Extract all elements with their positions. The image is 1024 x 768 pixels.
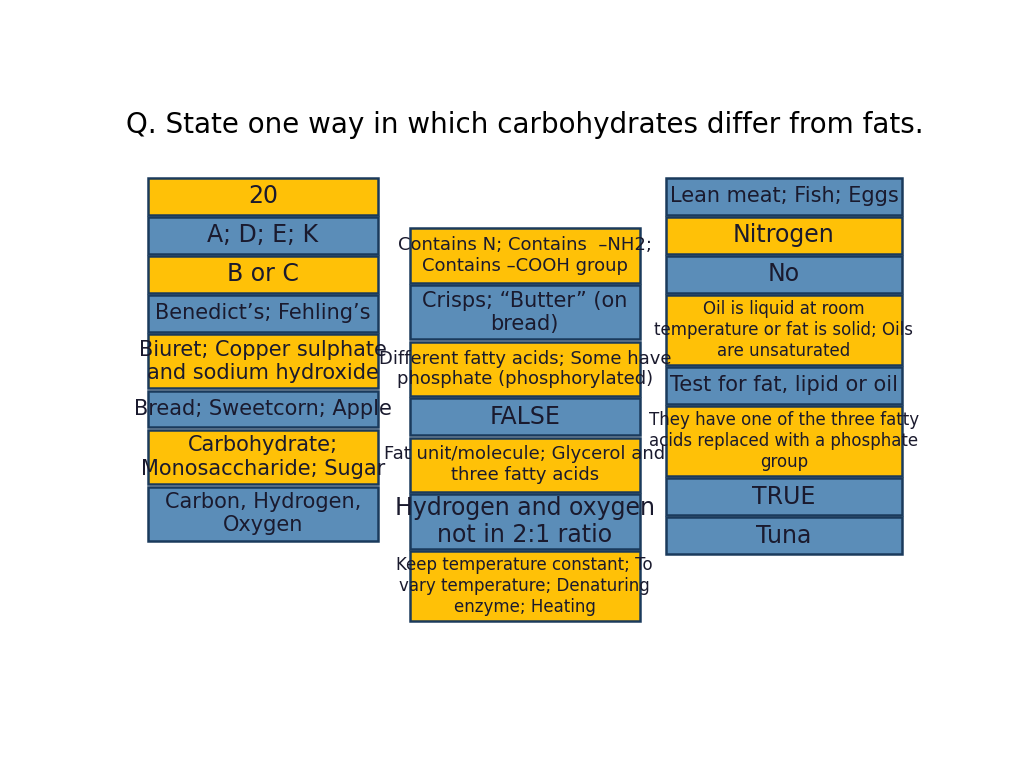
- Text: Tuna: Tuna: [756, 524, 812, 548]
- FancyBboxPatch shape: [666, 518, 902, 554]
- Text: Oil is liquid at room
temperature or fat is solid; Oils
are unsaturated: Oil is liquid at room temperature or fat…: [654, 300, 913, 359]
- FancyBboxPatch shape: [666, 217, 902, 253]
- Text: Q. State one way in which carbohydrates differ from fats.: Q. State one way in which carbohydrates …: [126, 111, 924, 139]
- Text: No: No: [768, 263, 800, 286]
- Text: Carbon, Hydrogen,
Oxygen: Carbon, Hydrogen, Oxygen: [165, 492, 361, 535]
- Text: Hydrogen and oxygen
not in 2:1 ratio: Hydrogen and oxygen not in 2:1 ratio: [395, 495, 654, 548]
- Text: Benedict’s; Fehling’s: Benedict’s; Fehling’s: [156, 303, 371, 323]
- FancyBboxPatch shape: [666, 256, 902, 293]
- Text: Keep temperature constant; To
vary temperature; Denaturing
enzyme; Heating: Keep temperature constant; To vary tempe…: [396, 556, 653, 616]
- FancyBboxPatch shape: [666, 478, 902, 515]
- Text: Crisps; “Butter” (on
bread): Crisps; “Butter” (on bread): [422, 290, 628, 334]
- FancyBboxPatch shape: [147, 217, 378, 253]
- FancyBboxPatch shape: [410, 399, 640, 435]
- FancyBboxPatch shape: [410, 495, 640, 548]
- Text: A; D; E; K: A; D; E; K: [207, 223, 318, 247]
- FancyBboxPatch shape: [147, 178, 378, 214]
- FancyBboxPatch shape: [666, 295, 902, 365]
- Text: Lean meat; Fish; Eggs: Lean meat; Fish; Eggs: [670, 186, 898, 207]
- Text: Different fatty acids; Some have
phosphate (phosphorylated): Different fatty acids; Some have phospha…: [379, 349, 671, 389]
- FancyBboxPatch shape: [147, 487, 378, 541]
- Text: They have one of the three fatty
acids replaced with a phosphate
group: They have one of the three fatty acids r…: [649, 411, 919, 471]
- Text: Bread; Sweetcorn; Apple: Bread; Sweetcorn; Apple: [134, 399, 392, 419]
- FancyBboxPatch shape: [666, 406, 902, 476]
- FancyBboxPatch shape: [410, 228, 640, 283]
- Text: 20: 20: [248, 184, 278, 208]
- Text: FALSE: FALSE: [489, 405, 560, 429]
- Text: Nitrogen: Nitrogen: [733, 223, 835, 247]
- Text: Test for fat, lipid or oil: Test for fat, lipid or oil: [670, 376, 898, 396]
- FancyBboxPatch shape: [410, 342, 640, 396]
- FancyBboxPatch shape: [410, 551, 640, 621]
- FancyBboxPatch shape: [410, 285, 640, 339]
- Text: TRUE: TRUE: [753, 485, 815, 508]
- Text: Biuret; Copper sulphate
and sodium hydroxide: Biuret; Copper sulphate and sodium hydro…: [139, 339, 387, 382]
- FancyBboxPatch shape: [147, 391, 378, 428]
- FancyBboxPatch shape: [147, 334, 378, 389]
- Text: B or C: B or C: [227, 263, 299, 286]
- Text: Fat unit/molecule; Glycerol and
three fatty acids: Fat unit/molecule; Glycerol and three fa…: [384, 445, 666, 484]
- FancyBboxPatch shape: [666, 178, 902, 214]
- Text: Carbohydrate;
Monosaccharide; Sugar: Carbohydrate; Monosaccharide; Sugar: [140, 435, 385, 478]
- FancyBboxPatch shape: [666, 367, 902, 404]
- FancyBboxPatch shape: [147, 295, 378, 332]
- Text: Contains N; Contains  –NH2;
Contains –COOH group: Contains N; Contains –NH2; Contains –COO…: [397, 236, 652, 275]
- FancyBboxPatch shape: [147, 430, 378, 485]
- FancyBboxPatch shape: [410, 438, 640, 492]
- FancyBboxPatch shape: [147, 256, 378, 293]
